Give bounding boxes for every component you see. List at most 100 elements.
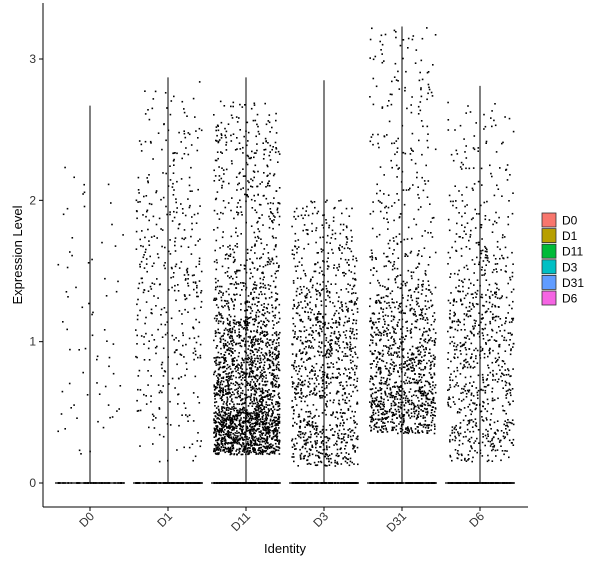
data-point <box>261 390 263 393</box>
data-point <box>300 400 303 403</box>
data-point <box>293 443 295 446</box>
data-point <box>242 168 244 170</box>
data-point <box>140 143 143 146</box>
data-point <box>300 277 302 280</box>
data-point <box>236 417 239 420</box>
data-point <box>139 445 141 447</box>
data-point <box>252 119 255 122</box>
data-point <box>344 412 346 415</box>
data-point <box>188 337 191 340</box>
data-point <box>213 299 215 301</box>
data-point <box>236 425 238 428</box>
data-point <box>247 348 249 350</box>
data-point <box>253 291 256 293</box>
data-point <box>183 153 186 155</box>
data-point <box>388 304 391 307</box>
data-point <box>233 403 235 406</box>
data-point <box>350 429 353 432</box>
data-point <box>161 229 164 231</box>
data-point <box>265 450 268 452</box>
data-point <box>320 377 323 379</box>
data-point <box>265 403 267 406</box>
data-point <box>340 452 343 454</box>
data-point <box>346 458 349 460</box>
data-point <box>254 303 256 306</box>
data-point <box>321 364 324 366</box>
data-point <box>327 294 329 297</box>
data-point <box>213 427 216 430</box>
data-point <box>213 450 215 453</box>
data-point <box>229 329 231 332</box>
data-point <box>118 408 120 410</box>
data-point <box>261 401 263 404</box>
data-point <box>321 432 323 435</box>
data-point <box>227 348 230 351</box>
data-point <box>344 302 347 305</box>
data-point <box>223 431 225 434</box>
data-point <box>252 262 254 265</box>
data-point <box>250 442 252 445</box>
data-point <box>353 319 355 321</box>
data-point <box>233 439 236 441</box>
data-point <box>321 371 324 373</box>
data-point <box>403 338 406 341</box>
data-point <box>231 327 234 330</box>
data-point <box>220 347 222 350</box>
data-point <box>272 396 274 398</box>
data-point <box>235 407 237 410</box>
data-point <box>230 160 233 162</box>
data-point <box>316 321 319 324</box>
data-point <box>248 364 250 366</box>
data-point <box>319 236 322 239</box>
data-point <box>297 246 300 248</box>
data-point <box>216 384 219 386</box>
data-point <box>145 263 148 265</box>
data-point <box>397 275 399 277</box>
data-point <box>223 173 225 175</box>
data-point <box>270 212 273 214</box>
data-point <box>277 354 279 357</box>
data-point <box>228 372 230 374</box>
data-point <box>245 451 248 453</box>
data-point <box>229 437 231 439</box>
data-point <box>264 442 267 445</box>
data-point <box>315 429 318 432</box>
data-point <box>222 390 224 393</box>
data-point <box>216 318 218 320</box>
data-point <box>236 430 238 432</box>
data-point <box>301 384 303 386</box>
data-point <box>304 340 307 343</box>
data-point <box>276 437 278 439</box>
data-point <box>275 244 277 246</box>
data-point <box>322 260 324 262</box>
data-point <box>265 325 267 328</box>
data-point <box>340 463 343 465</box>
data-point <box>269 285 272 287</box>
data-point <box>278 396 280 398</box>
data-point <box>302 269 305 272</box>
data-point <box>223 359 226 362</box>
data-point <box>119 385 122 387</box>
data-point <box>242 328 245 330</box>
data-point <box>308 423 311 426</box>
data-point <box>254 425 256 427</box>
data-point <box>318 345 320 348</box>
data-point <box>188 294 191 296</box>
data-point <box>326 465 328 467</box>
data-point <box>270 382 272 385</box>
data-point <box>255 296 258 299</box>
data-point <box>317 433 320 435</box>
data-point <box>251 363 254 366</box>
data-point <box>215 421 217 423</box>
data-point <box>140 245 142 247</box>
data-point <box>258 413 260 416</box>
data-point <box>184 407 187 409</box>
data-point <box>220 137 223 139</box>
data-point <box>244 379 246 381</box>
data-point <box>183 229 186 231</box>
data-point <box>224 127 226 130</box>
data-point <box>232 444 234 446</box>
data-point <box>248 345 250 347</box>
data-point <box>217 141 220 144</box>
data-point <box>398 351 400 353</box>
